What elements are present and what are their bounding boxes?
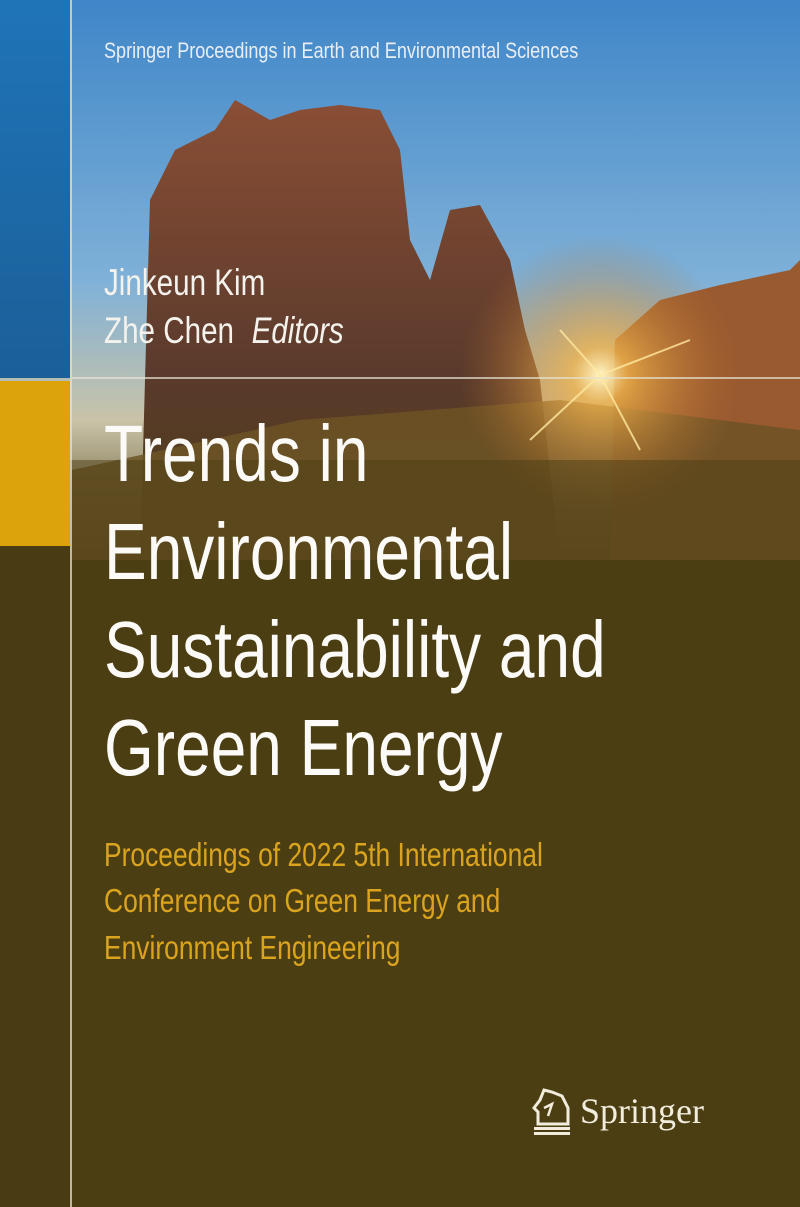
author-1: Jinkeun Kim	[104, 262, 266, 303]
title-line-2: Environmental	[104, 507, 514, 596]
series-title: Springer Proceedings in Earth and Enviro…	[104, 38, 579, 63]
subtitle-line-3: Environment Engineering	[104, 929, 401, 966]
cover-photo-mountains	[0, 0, 800, 560]
subtitle-line-1: Proceedings of 2022 5th International	[104, 836, 543, 873]
horizontal-divider	[72, 377, 800, 379]
editors-label: Editors	[251, 310, 344, 351]
title-line-1: Trends in	[104, 409, 369, 498]
springer-horse-logo-icon	[532, 1088, 570, 1135]
publisher-logo: Springer	[530, 1086, 704, 1136]
title-line-3: Sustainability and	[104, 605, 606, 694]
spine-dark-band	[0, 546, 70, 1207]
subtitle-line-2: Conference on Green Energy and	[104, 882, 501, 919]
publisher-name: Springer	[580, 1091, 704, 1131]
spine-blue-band	[0, 0, 70, 378]
author-2-line: Zhe Chen Editors	[104, 310, 344, 352]
title-line-4: Green Energy	[104, 703, 503, 792]
spine-yellow-band	[0, 381, 70, 546]
author-2: Zhe Chen	[104, 310, 234, 351]
vertical-divider	[70, 0, 72, 1207]
